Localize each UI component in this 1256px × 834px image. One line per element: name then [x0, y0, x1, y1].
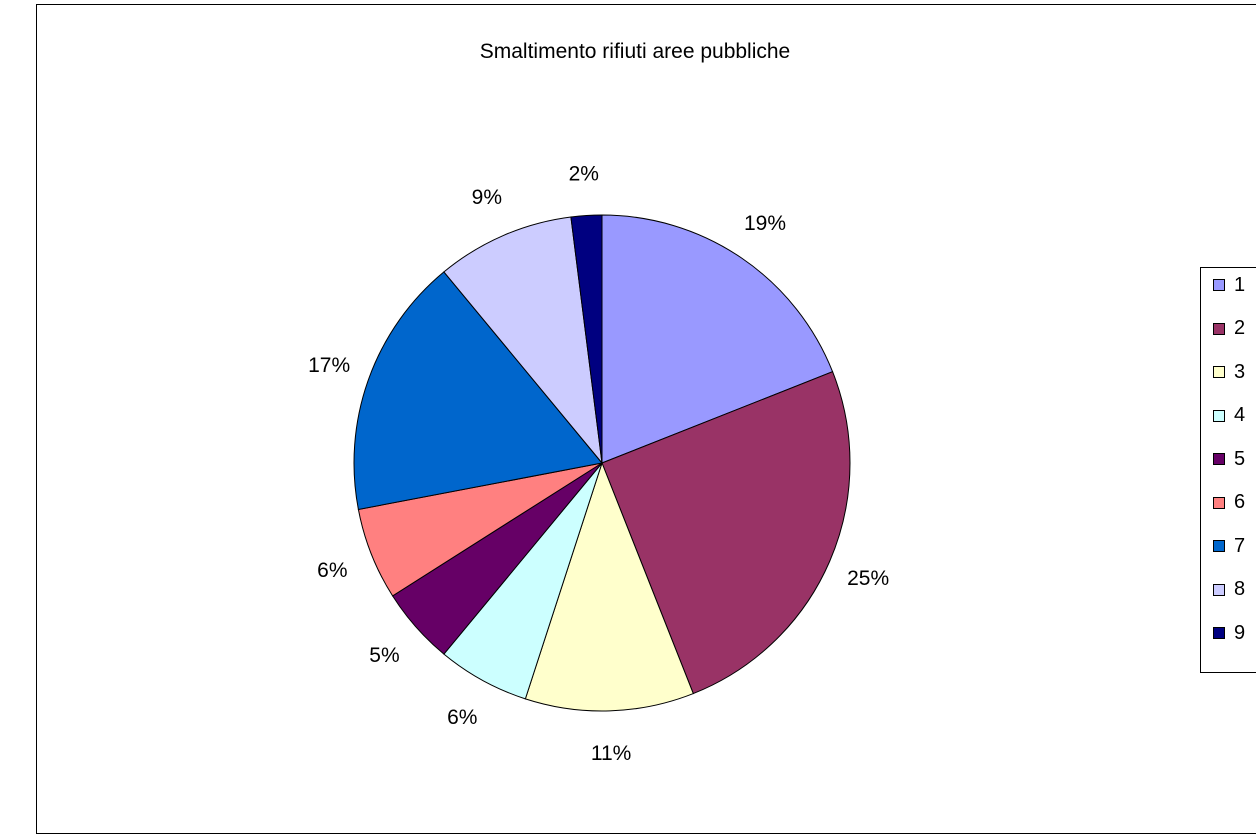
- data-label-1: 19%: [744, 212, 786, 235]
- legend-item-1: 1: [1213, 273, 1245, 297]
- legend-item-5: 5: [1213, 447, 1245, 471]
- legend-item-8: 8: [1213, 578, 1245, 602]
- legend-swatch-1: [1213, 279, 1225, 291]
- legend-label-1: 1: [1234, 273, 1246, 296]
- legend-swatch-6: [1213, 496, 1225, 509]
- legend-label-3: 3: [1234, 360, 1246, 383]
- data-label-2: 25%: [847, 567, 889, 590]
- legend-swatch-3: [1213, 366, 1225, 378]
- pie-slice-7: [353, 271, 603, 511]
- legend-item-4: 4: [1213, 404, 1245, 428]
- pie-slice-1: [601, 214, 834, 464]
- pie-slice-9: [570, 214, 603, 464]
- legend-item-9: 9: [1213, 621, 1245, 645]
- legend-swatch-4: [1213, 409, 1225, 422]
- legend-label-4: 4: [1234, 404, 1246, 426]
- data-label-4: 6%: [447, 706, 477, 729]
- data-label-8: 9%: [472, 186, 502, 209]
- pie-slice-2: [601, 371, 851, 695]
- legend-swatch-9: [1213, 627, 1225, 639]
- data-label-6: 6%: [317, 559, 347, 582]
- legend-item-3: 3: [1213, 360, 1245, 384]
- pie-slice-3: [524, 461, 694, 712]
- legend-label-9: 9: [1234, 621, 1246, 644]
- data-label-9: 2%: [569, 163, 599, 186]
- legend-label-8: 8: [1234, 578, 1246, 600]
- chart-title: Smaltimento rifiuti aree pubbliche: [479, 40, 791, 63]
- pie-slice-8: [443, 216, 603, 465]
- legend-swatch-2: [1213, 322, 1225, 335]
- data-label-5: 5%: [369, 644, 399, 667]
- data-label-3: 11%: [591, 742, 631, 765]
- legend-item-6: 6: [1213, 491, 1245, 515]
- legend-swatch-7: [1213, 540, 1225, 552]
- data-label-7: 17%: [308, 354, 350, 377]
- legend: 1 2 3 4 5 6 7 8 9: [1200, 267, 1256, 673]
- legend-label-6: 6: [1234, 491, 1246, 513]
- legend-label-2: 2: [1234, 317, 1246, 339]
- legend-label-5: 5: [1234, 447, 1246, 470]
- legend-item-7: 7: [1213, 534, 1245, 558]
- legend-swatch-5: [1213, 453, 1225, 465]
- legend-item-2: 2: [1213, 317, 1245, 341]
- legend-swatch-8: [1213, 583, 1225, 596]
- legend-label-7: 7: [1234, 534, 1246, 557]
